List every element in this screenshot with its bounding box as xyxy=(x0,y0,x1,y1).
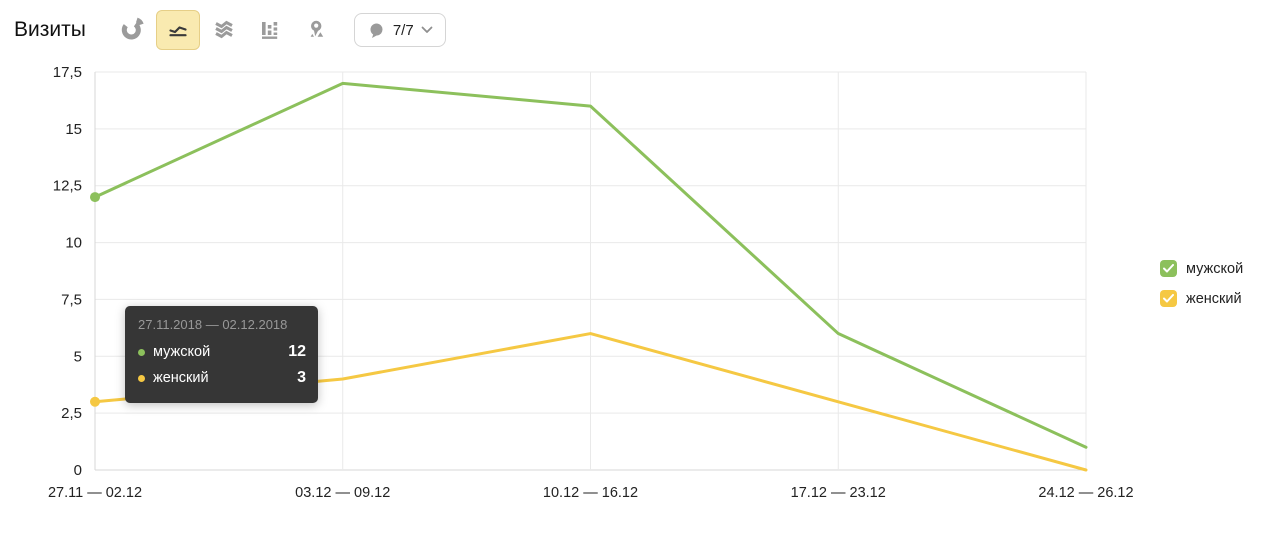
comments-count: 7/7 xyxy=(392,21,414,39)
y-axis-tick-label: 7,5 xyxy=(61,291,82,308)
chart-legend: мужской женский xyxy=(1160,260,1243,307)
pie-chart-icon xyxy=(120,16,144,44)
geo-map-button[interactable] xyxy=(294,10,338,50)
y-axis-tick-label: 15 xyxy=(65,121,82,138)
series-dot-icon xyxy=(138,348,145,356)
chart-toolbar: Визиты xyxy=(14,8,446,52)
bar-chart-button[interactable] xyxy=(248,10,292,50)
x-axis-tick-label: 10.12 — 16.12 xyxy=(543,485,638,501)
legend-item-male[interactable]: мужской xyxy=(1160,260,1243,277)
legend-label: мужской xyxy=(1186,260,1244,277)
visits-line-chart[interactable]: 0 2,5 5 7,5 10 12,5 15 17,5 27.11 — 02.12 03.12 —… xyxy=(0,0,1150,515)
speech-bubble-icon xyxy=(367,21,386,40)
pie-chart-button[interactable] xyxy=(110,10,154,50)
comments-dropdown[interactable]: 7/7 xyxy=(353,13,446,47)
x-axis-tick-label: 03.12 — 09.12 xyxy=(295,485,390,501)
tooltip-series-value: 12 xyxy=(288,343,306,360)
stacked-area-button[interactable] xyxy=(202,10,246,50)
legend-item-female[interactable]: женский xyxy=(1160,290,1243,307)
tooltip-series-label: женский xyxy=(153,370,209,386)
tooltip-date-range: 27.11.2018 — 02.12.2018 xyxy=(138,317,288,332)
tooltip-series-label: мужской xyxy=(153,344,211,360)
tooltip-row-female: женский 3 xyxy=(138,365,306,391)
y-axis-tick-label: 0 xyxy=(74,462,82,479)
data-point-marker-1[interactable] xyxy=(90,396,100,407)
legend-label: женский xyxy=(1186,290,1242,307)
stacked-area-icon xyxy=(212,17,236,44)
line-chart-icon xyxy=(166,17,190,44)
y-axis-tick-label: 17,5 xyxy=(53,64,82,81)
chevron-down-icon xyxy=(421,26,433,34)
checkbox-checked-icon[interactable] xyxy=(1160,290,1177,307)
y-axis-tick-label: 2,5 xyxy=(61,405,82,422)
tooltip-row-male: мужской 12 xyxy=(138,339,306,365)
data-point-marker-0[interactable] xyxy=(90,192,100,203)
line-chart-button[interactable] xyxy=(155,10,200,50)
series-dot-icon xyxy=(138,374,145,382)
chart-tooltip: 27.11.2018 — 02.12.2018 мужской 12 женск… xyxy=(125,306,318,403)
bar-chart-icon xyxy=(258,17,282,44)
y-axis-tick-label: 5 xyxy=(74,348,82,365)
tooltip-series-value: 3 xyxy=(297,369,306,386)
chart-title: Визиты xyxy=(14,18,86,41)
y-axis-tick-label: 12,5 xyxy=(53,178,82,195)
geo-map-icon xyxy=(304,17,328,44)
checkbox-checked-icon[interactable] xyxy=(1160,260,1177,277)
series-line-0[interactable] xyxy=(93,81,1088,449)
x-axis-tick-label: 27.11 — 02.12 xyxy=(48,485,142,501)
x-axis-tick-label: 17.12 — 23.12 xyxy=(791,485,886,501)
y-axis-tick-label: 10 xyxy=(65,235,82,252)
x-axis-tick-label: 24.12 — 26.12 xyxy=(1038,485,1133,501)
